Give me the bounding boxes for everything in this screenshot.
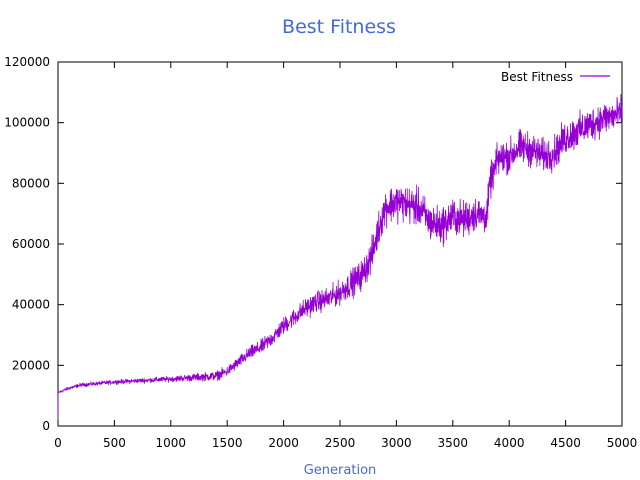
y-tick-label: 0: [42, 419, 50, 433]
axis-ticks: 0 500 1000 1500 2000 2500 3000 3500 4000 4500 5000…: [4, 55, 637, 450]
y-tick-label: 20000: [12, 358, 50, 372]
y-tick-label: 60000: [12, 237, 50, 251]
legend: Best Fitness: [501, 70, 610, 84]
x-axis-label: Generation: [304, 463, 377, 478]
x-tick-label: 2000: [268, 436, 299, 450]
series-best-fitness: [57, 94, 623, 420]
x-tick-label: 5000: [607, 436, 638, 450]
plot-frame: [57, 61, 623, 427]
y-tick-label: 40000: [12, 298, 50, 312]
x-tick-label: 500: [103, 436, 126, 450]
legend-label: Best Fitness: [501, 70, 573, 84]
chart-title: Best Fitness: [282, 16, 396, 38]
series-line-best-fitness: [57, 94, 623, 420]
x-tick-label: 4000: [494, 436, 525, 450]
x-tick-label: 4500: [550, 436, 581, 450]
x-tick-label: 0: [54, 436, 62, 450]
x-tick-label: 1500: [212, 436, 243, 450]
x-tick-label: 1000: [156, 436, 187, 450]
y-tick-label: 80000: [12, 176, 50, 190]
x-tick-label: 3000: [381, 436, 412, 450]
y-tick-label: 100000: [4, 116, 50, 130]
y-tick-label: 120000: [4, 55, 50, 69]
x-tick-label: 3500: [438, 436, 469, 450]
x-tick-label: 2500: [325, 436, 356, 450]
